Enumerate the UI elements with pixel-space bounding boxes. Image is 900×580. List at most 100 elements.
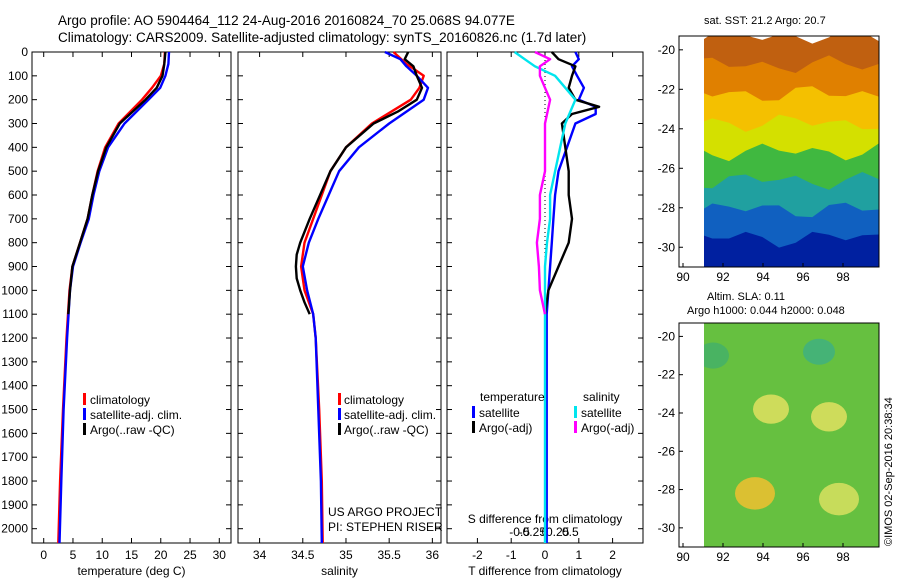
temperature-ytick-label: 1200 [1, 331, 28, 345]
sst-ytick-label: -24 [658, 122, 676, 136]
temperature-legend-label: satellite-adj. clim. [90, 408, 182, 422]
temperature-ytick-label: 1500 [1, 403, 28, 417]
sst-ytick-label: -30 [658, 240, 676, 254]
sst-xtick-label: 92 [716, 270, 730, 284]
series-temperature-satellite-adj-clim- [58, 51, 171, 544]
series-difference-temperature-satellite [545, 51, 597, 543]
temperature-xtick-label: 20 [154, 548, 168, 562]
sst-band [704, 231, 879, 267]
salinity-xtick-label: 34.5 [291, 548, 315, 562]
difference-legend-title: temperature [480, 390, 545, 404]
salinity-legend-swatch [338, 393, 341, 405]
temperature-ytick-label: 500 [8, 164, 28, 178]
pi-label: PI: STEPHEN RISER [328, 520, 443, 534]
sst-ytick-label: -26 [658, 161, 676, 175]
sst-map-image [704, 36, 879, 267]
sla-xtick-label: 94 [756, 550, 770, 564]
sla-ytick-label: -22 [658, 368, 676, 382]
salinity-xtick-label: 35 [339, 548, 353, 562]
sst-xtick-label: 98 [836, 270, 850, 284]
temperature-ytick-label: 0 [21, 45, 28, 59]
difference-legend-title: salinity [583, 390, 620, 404]
temperature-xtick-label: 25 [183, 548, 197, 562]
series-difference-temperature-argo-adj- [543, 51, 601, 315]
salinity-legend-label: climatology [344, 393, 404, 407]
temperature-ytick-label: 1600 [1, 426, 28, 440]
difference-legend-swatch [574, 421, 577, 433]
sst-ytick-label: -20 [658, 43, 676, 57]
sla-ytick-label: -20 [658, 329, 676, 343]
temperature-ytick-label: 1300 [1, 355, 28, 369]
temperature-legend-swatch [83, 408, 86, 420]
temperature-legend-label: climatology [90, 393, 150, 407]
sla-spot [803, 338, 835, 365]
difference-legend-label: satellite [581, 406, 622, 420]
sla-xtick-label: 96 [796, 550, 810, 564]
difference-xtick-label: -1 [506, 548, 517, 562]
sla-xtick-label: 90 [676, 550, 690, 564]
temperature-ytick-label: 300 [8, 117, 28, 131]
series-difference-salinity-argo-adj- [534, 50, 552, 315]
difference-xtick-label: -2 [472, 548, 483, 562]
sla-ytick-label: -28 [658, 483, 676, 497]
sst-ytick-label: -28 [658, 201, 676, 215]
project-label: US ARGO PROJECT [328, 505, 443, 519]
sla-xtick-label: 98 [836, 550, 850, 564]
title-line-1: Argo profile: AO 5904464_112 24-Aug-2016… [58, 13, 515, 28]
salinity-xtick-label: 34 [253, 548, 267, 562]
temperature-ytick-label: 1400 [1, 379, 28, 393]
temperature-ytick-label: 1100 [2, 307, 28, 321]
temperature-ytick-label: 800 [8, 236, 28, 250]
difference-xtick-label: 1 [575, 548, 582, 562]
temperature-ytick-label: 700 [8, 212, 28, 226]
sla-ytick-label: -26 [658, 444, 676, 458]
temperature-xtick-label: 5 [70, 548, 77, 562]
series-difference-salinity-satellite [513, 51, 577, 543]
temperature-legend-swatch [83, 393, 86, 405]
difference-legend-label: Argo(-adj) [479, 421, 532, 435]
difference-xlabel: T difference from climatology [468, 564, 622, 578]
series-temperature-climatology [57, 51, 167, 544]
temperature-ytick-label: 1000 [1, 283, 28, 297]
temperature-ytick-label: 2000 [1, 522, 28, 536]
temperature-xlabel: temperature (deg C) [77, 564, 185, 578]
temperature-ytick-label: 1900 [1, 498, 28, 512]
sla-spot [753, 394, 789, 424]
difference-s-tick-label: 0.5 [562, 525, 579, 539]
sla-spot [735, 477, 775, 510]
difference-legend-swatch [472, 421, 475, 433]
difference-legend-label: satellite [479, 406, 520, 420]
sst-label: sat. SST: 21.2 Argo: 20.7 [704, 15, 826, 27]
difference-legend-swatch [472, 406, 475, 418]
sla-spot [819, 482, 859, 516]
series-temperature-argo-raw-qc- [67, 51, 167, 315]
sla-map-image [704, 323, 879, 547]
sla-spot [811, 402, 847, 432]
salinity-legend-label: satellite-adj. clim. [344, 408, 436, 422]
sst-ytick-label: -22 [658, 82, 676, 96]
salinity-xlabel: salinity [321, 564, 358, 578]
title-line-2: Climatology: CARS2009. Satellite-adjuste… [58, 30, 587, 45]
salinity-frame [237, 51, 442, 544]
salinity-legend-swatch [338, 408, 341, 420]
sla-xtick-label: 92 [716, 550, 730, 564]
temperature-ytick-label: 1700 [1, 450, 28, 464]
temperature-ytick-label: 600 [8, 188, 28, 202]
temperature-xtick-label: 0 [40, 548, 47, 562]
difference-s-tick-label: 0.25 [546, 525, 570, 539]
temperature-ytick-label: 900 [8, 260, 28, 274]
difference-legend-swatch [574, 406, 577, 418]
temperature-ytick-label: 400 [8, 140, 28, 154]
sla-spot [704, 342, 729, 369]
salinity-xtick-label: 35.5 [377, 548, 401, 562]
sla-ytick-label: -30 [658, 521, 676, 535]
difference-s-tick-label: -0.25 [519, 525, 547, 539]
sla-label: Altim. SLA: 0.11 [707, 291, 786, 303]
sst-xtick-label: 94 [756, 270, 770, 284]
sla-map-frame [678, 322, 880, 548]
temperature-legend-label: Argo(..raw -QC) [90, 423, 175, 437]
temperature-xtick-label: 10 [96, 548, 110, 562]
difference-xtick-label: 0 [542, 548, 549, 562]
sst-xtick-label: 90 [676, 270, 690, 284]
